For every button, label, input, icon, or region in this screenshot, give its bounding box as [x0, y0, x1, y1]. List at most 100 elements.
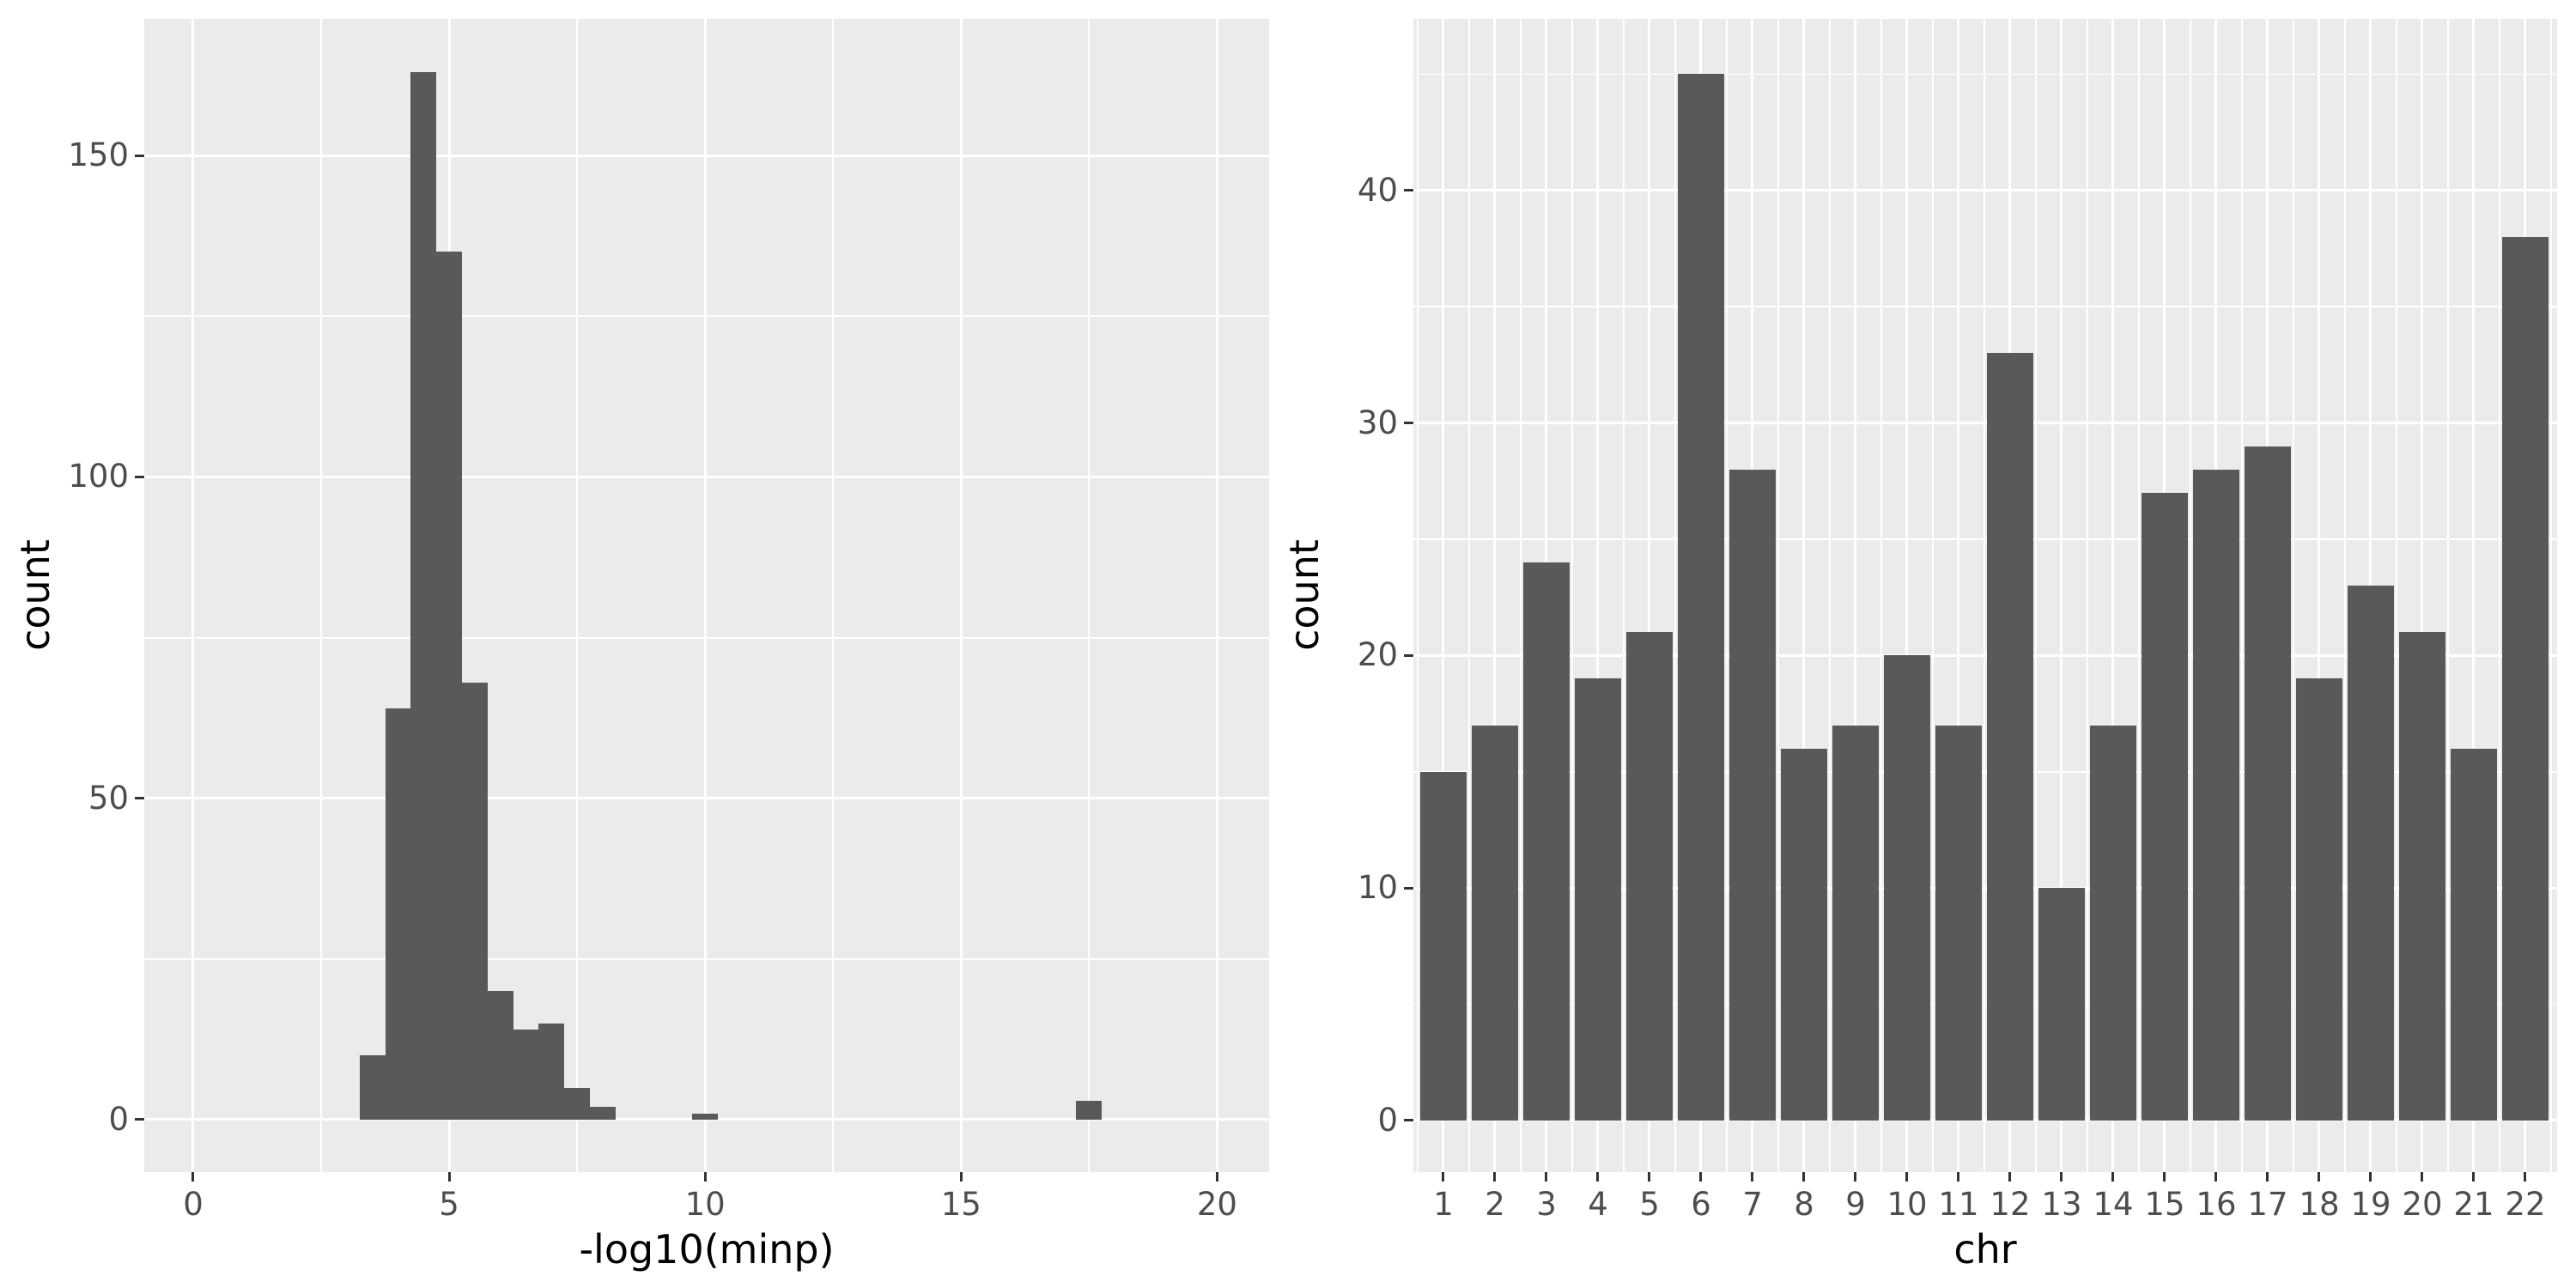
x-axis-title-chr: chr	[1953, 1226, 2017, 1273]
y-tick-label: 20	[1357, 636, 1398, 674]
y-tick-mark	[1404, 189, 1413, 192]
gridline-minor-x	[1520, 19, 1522, 1172]
gridline-minor-x	[1880, 19, 1882, 1172]
gridline-minor-y	[144, 315, 1269, 318]
bar	[1471, 725, 1518, 1121]
x-tick-label: 21	[2453, 1186, 2494, 1223]
gridline-major-x	[1596, 19, 1600, 1172]
bar	[1986, 353, 2033, 1121]
x-axis-title-minp: -log10(minp)	[579, 1226, 835, 1273]
gridline-minor-x	[1468, 19, 1470, 1172]
x-tick-mark	[1493, 1172, 1497, 1182]
bar	[2398, 632, 2445, 1121]
bar	[1728, 469, 1776, 1121]
bar	[692, 1113, 719, 1120]
bar	[1625, 632, 1673, 1121]
x-tick-label: 20	[2402, 1186, 2443, 1223]
bar-panel	[1413, 19, 2557, 1172]
y-tick-mark	[1404, 1119, 1413, 1122]
x-tick-label: 9	[1845, 1186, 1866, 1223]
gridline-minor-x	[832, 19, 835, 1172]
bar	[2347, 586, 2394, 1121]
bar	[1574, 678, 1621, 1121]
gridline-minor-y	[1413, 306, 2557, 308]
gridline-major-x	[2060, 19, 2063, 1172]
x-tick-mark	[447, 1172, 451, 1182]
x-tick-label: 10	[684, 1186, 726, 1223]
x-tick-mark	[2266, 1172, 2269, 1182]
x-tick-mark	[2111, 1172, 2115, 1182]
bar	[1935, 725, 1982, 1121]
gridline-major-y	[144, 475, 1269, 478]
x-tick-mark	[2369, 1172, 2372, 1182]
bar	[564, 1087, 591, 1120]
y-tick-mark	[135, 475, 144, 478]
bar	[2295, 678, 2342, 1121]
gridline-major-x	[2111, 19, 2115, 1172]
y-axis-title-count-left: count	[12, 539, 58, 651]
x-tick-label: 15	[940, 1186, 981, 1223]
x-tick-mark	[2318, 1172, 2321, 1182]
gridline-major-y	[1413, 422, 2557, 425]
x-tick-label: 0	[183, 1186, 204, 1223]
y-tick-label: 30	[1357, 404, 1398, 441]
gridline-major-x	[191, 19, 195, 1172]
x-tick-mark	[1596, 1172, 1600, 1182]
y-tick-label: 0	[108, 1100, 129, 1138]
gridline-minor-x	[2344, 19, 2346, 1172]
histogram-panel	[144, 19, 1269, 1172]
gridline-major-x	[1648, 19, 1651, 1172]
gridline-minor-x	[1088, 19, 1091, 1172]
gridline-minor-y	[1413, 770, 2557, 773]
x-tick-label: 5	[1639, 1186, 1660, 1223]
bar	[2192, 469, 2239, 1121]
x-tick-label: 1	[1433, 1186, 1454, 1223]
x-tick-label: 15	[2144, 1186, 2185, 1223]
gridline-major-y	[1413, 1119, 2557, 1122]
gridline-major-x	[2421, 19, 2424, 1172]
x-tick-label: 3	[1536, 1186, 1557, 1223]
gridline-minor-y	[1413, 538, 2557, 540]
x-tick-label: 22	[2505, 1186, 2546, 1223]
x-tick-mark	[1545, 1172, 1548, 1182]
x-tick-mark	[1802, 1172, 1806, 1182]
x-tick-mark	[191, 1172, 195, 1182]
x-tick-mark	[703, 1172, 707, 1182]
bar	[1780, 748, 1827, 1121]
gridline-minor-x	[1571, 19, 1573, 1172]
x-tick-label: 19	[2350, 1186, 2391, 1223]
bar	[385, 708, 411, 1120]
bar	[2450, 748, 2497, 1121]
x-tick-label: 11	[1938, 1186, 1979, 1223]
y-tick-mark	[135, 154, 144, 157]
gridline-minor-x	[1777, 19, 1779, 1172]
gridline-major-x	[1493, 19, 1497, 1172]
gridline-minor-x	[2035, 19, 2037, 1172]
gridline-major-x	[1802, 19, 1806, 1172]
x-tick-label: 7	[1742, 1186, 1763, 1223]
x-tick-mark	[1442, 1172, 1445, 1182]
x-tick-mark	[1905, 1172, 1909, 1182]
bar	[1832, 725, 1879, 1121]
bar	[410, 71, 437, 1120]
y-tick-label: 50	[88, 779, 129, 817]
y-tick-label: 40	[1357, 171, 1398, 209]
gridline-minor-x	[2241, 19, 2243, 1172]
x-tick-label: 12	[1990, 1186, 2031, 1223]
x-tick-label: 6	[1691, 1186, 1711, 1223]
gridline-minor-x	[2190, 19, 2191, 1172]
gridline-major-x	[2318, 19, 2321, 1172]
x-tick-label: 5	[439, 1186, 459, 1223]
gridline-minor-x	[2138, 19, 2140, 1172]
gridline-major-y	[1413, 189, 2557, 192]
x-tick-mark	[2008, 1172, 2012, 1182]
gridline-minor-y	[144, 957, 1269, 960]
gridline-minor-x	[1829, 19, 1831, 1172]
gridline-minor-x	[1623, 19, 1625, 1172]
gridline-major-x	[1854, 19, 1857, 1172]
gridline-minor-x	[1726, 19, 1728, 1172]
gridline-major-x	[1215, 19, 1218, 1172]
bar	[1883, 655, 1930, 1121]
bar	[513, 1030, 539, 1120]
